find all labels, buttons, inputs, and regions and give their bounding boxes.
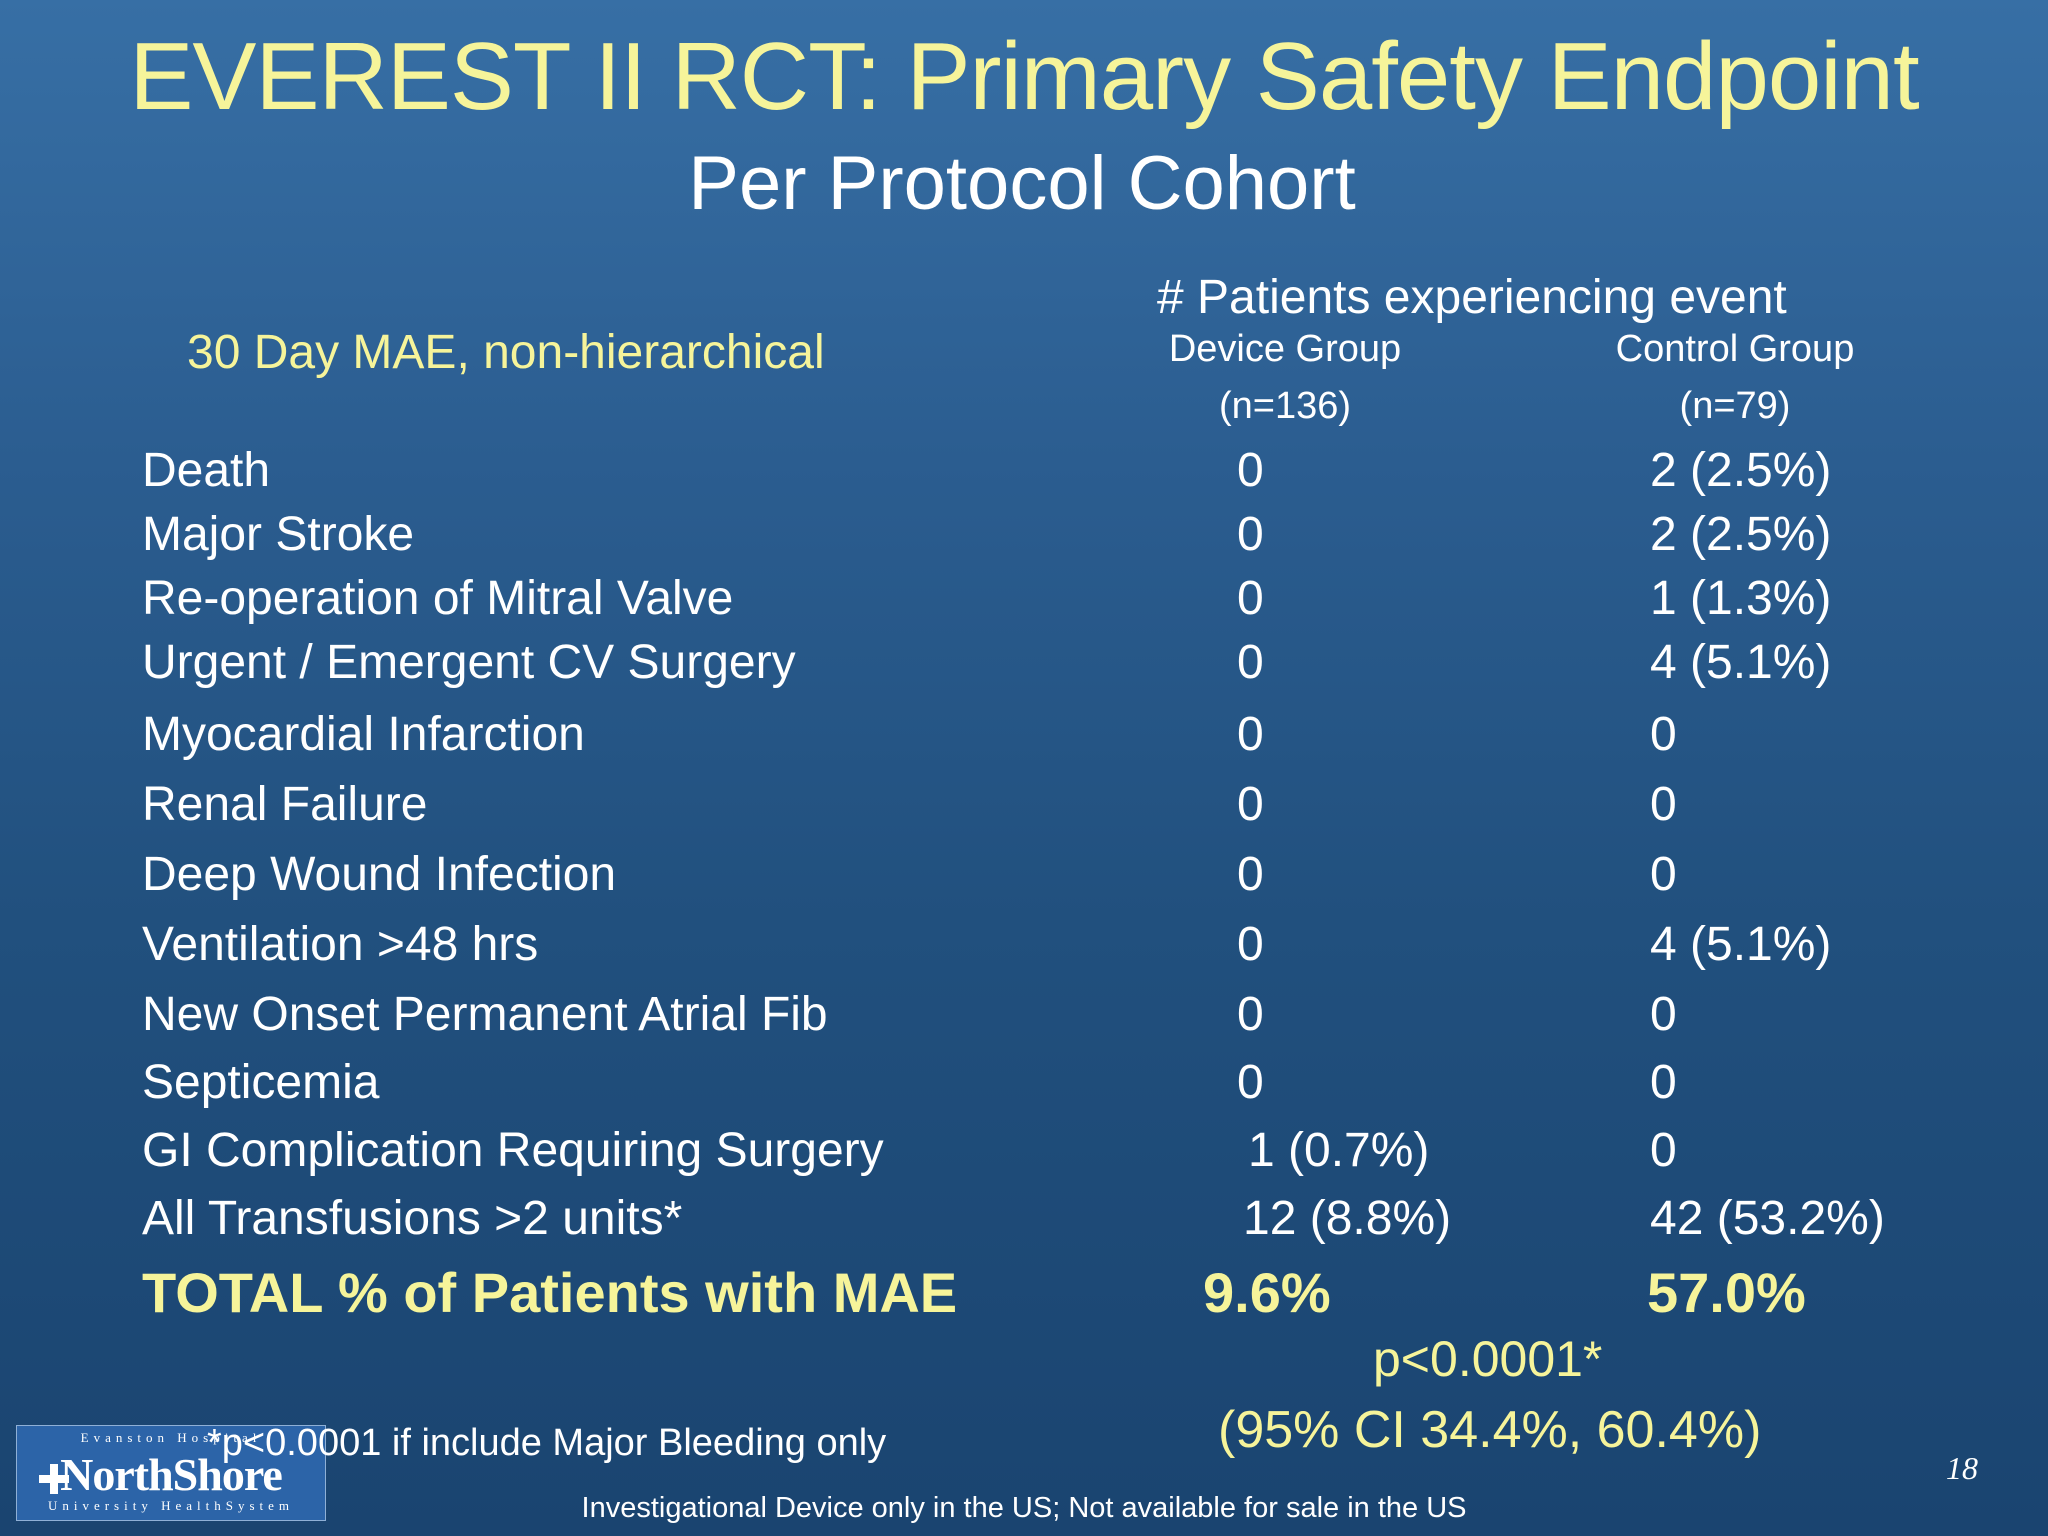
column-header-device: Device Group xyxy=(1168,328,1402,370)
control-value: 1 (1.3%) xyxy=(1650,572,1832,625)
row-label: Ventilation >48 hrs xyxy=(142,918,539,971)
total-device: 9.6% xyxy=(1203,1261,1331,1324)
device-value: 0 xyxy=(1237,918,1264,971)
confidence-interval: (95% CI 34.4%, 60.4%) xyxy=(1218,1401,1762,1459)
device-value: 0 xyxy=(1237,1056,1264,1109)
total-control: 57.0% xyxy=(1647,1261,1806,1324)
row-label: Major Stroke xyxy=(142,508,415,561)
control-value: 2 (2.5%) xyxy=(1650,508,1832,561)
slide-subtitle-text: Per Protocol Cohort xyxy=(688,141,1356,226)
slide-number: 18 xyxy=(1946,1450,1978,1486)
device-value: 0 xyxy=(1237,444,1264,497)
control-value: 0 xyxy=(1650,1056,1677,1109)
row-label: New Onset Permanent Atrial Fib xyxy=(142,988,828,1041)
slide-title: EVEREST II RCT: Primary Safety Endpoint xyxy=(129,23,1919,130)
control-value: 0 xyxy=(1650,988,1677,1041)
control-value: 0 xyxy=(1650,848,1677,901)
logo-bottom-text: University HealthSystem xyxy=(47,1498,295,1513)
control-value: 4 (5.1%) xyxy=(1650,918,1832,971)
row-label: All Transfusions >2 units* xyxy=(142,1192,683,1245)
row-label: Myocardial Infarction xyxy=(142,708,585,761)
device-value: 12 (8.8%) xyxy=(1243,1192,1452,1245)
cross-icon xyxy=(39,1464,69,1494)
footnote: *p<0.0001 if include Major Bleeding only xyxy=(207,1422,887,1464)
device-value: 0 xyxy=(1237,508,1264,561)
control-value: 4 (5.1%) xyxy=(1650,636,1832,689)
row-label: Deep Wound Infection xyxy=(142,848,617,901)
device-value: 0 xyxy=(1237,572,1264,625)
control-value: 0 xyxy=(1650,1124,1677,1177)
row-label: Urgent / Emergent CV Surgery xyxy=(142,636,796,689)
control-value: 2 (2.5%) xyxy=(1650,444,1832,497)
slide-subtitle: Per Protocol Cohort xyxy=(0,140,2048,227)
logo-top-text: Evanston Hospital xyxy=(80,1430,262,1445)
column-n-device: (n=136) xyxy=(1218,385,1352,427)
patients-header: # Patients experiencing event xyxy=(1157,271,1787,324)
device-value: 0 xyxy=(1237,636,1264,689)
logo-name: NorthShore xyxy=(60,1449,283,1500)
column-header-control: Control Group xyxy=(1615,328,1855,370)
section-label: 30 Day MAE, non-hierarchical xyxy=(187,326,825,379)
device-value: 0 xyxy=(1237,708,1264,761)
northshore-logo: Evanston Hospital NorthShore University … xyxy=(16,1425,326,1521)
control-value: 0 xyxy=(1650,778,1677,831)
control-value: 0 xyxy=(1650,708,1677,761)
device-value: 0 xyxy=(1237,778,1264,831)
column-n-control: (n=79) xyxy=(1679,385,1791,427)
total-label: TOTAL % of Patients with MAE xyxy=(142,1261,958,1324)
device-value: 1 (0.7%) xyxy=(1248,1124,1430,1177)
row-label: Death xyxy=(142,444,271,497)
control-value: 42 (53.2%) xyxy=(1650,1192,1885,1245)
device-value: 0 xyxy=(1237,988,1264,1041)
row-label: GI Complication Requiring Surgery xyxy=(142,1124,884,1177)
row-label: Re-operation of Mitral Valve xyxy=(142,572,734,625)
row-label: Renal Failure xyxy=(142,778,428,831)
p-value: p<0.0001* xyxy=(1373,1331,1603,1387)
row-label: Septicemia xyxy=(142,1056,380,1109)
disclaimer: Investigational Device only in the US; N… xyxy=(581,1492,1467,1524)
device-value: 0 xyxy=(1237,848,1264,901)
